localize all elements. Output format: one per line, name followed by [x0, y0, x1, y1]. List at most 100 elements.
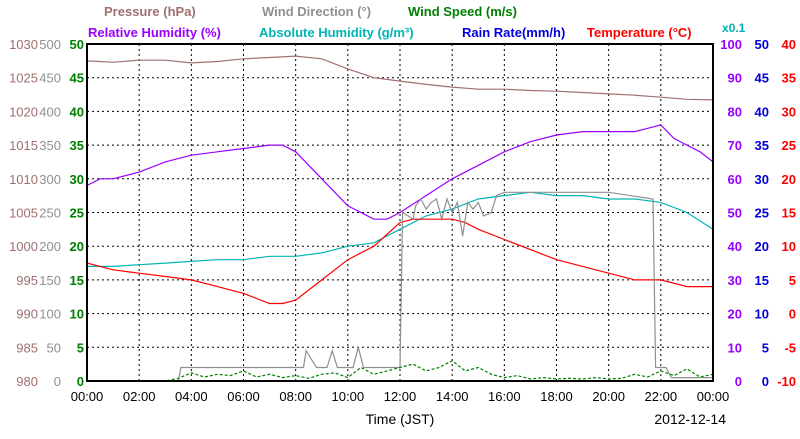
tick-label-pressure: 980 — [16, 374, 38, 389]
series-line-wind_speed — [87, 360, 714, 382]
date-label: 2012-12-14 — [654, 411, 726, 427]
x-tick-label: 14:00 — [436, 389, 469, 404]
tick-label-rain_rate: 15 — [755, 273, 769, 288]
tick-label-wind_speed: 20 — [70, 239, 84, 254]
tick-label-rain_rate: 35 — [755, 138, 769, 153]
tick-label-pressure: 1005 — [9, 206, 38, 221]
x-tick-label: 10:00 — [332, 389, 365, 404]
tick-label-wind_direction: 50 — [47, 340, 61, 355]
tick-label-temperature: 30 — [782, 104, 796, 119]
x-tick-label: 08:00 — [279, 389, 312, 404]
tick-label-wind_speed: 10 — [70, 307, 84, 322]
x-axis-title: Time (JST) — [366, 411, 435, 427]
tick-label-wind_direction: 450 — [39, 71, 61, 86]
x-tick-label: 18:00 — [540, 389, 573, 404]
legend-layer: Pressure (hPa) Wind Direction (°) Wind Spe… — [88, 4, 746, 40]
tick-label-pressure: 990 — [16, 307, 38, 322]
x-tick-label: 06:00 — [227, 389, 260, 404]
tick-label-wind_speed: 45 — [70, 71, 84, 86]
legend-entry: Temperature (°C) — [587, 25, 692, 40]
tick-label-rain_rate: 50 — [755, 37, 769, 52]
tick-label-humidity: 10 — [728, 340, 742, 355]
tick-label-humidity: 20 — [728, 307, 742, 322]
tick-label-pressure: 1010 — [9, 172, 38, 187]
x-tick-label: 00:00 — [71, 389, 104, 404]
tick-label-wind_direction: 250 — [39, 206, 61, 221]
tick-label-pressure: 1025 — [9, 71, 38, 86]
tick-label-rain_rate: 20 — [755, 239, 769, 254]
series-line-pressure — [86, 55, 714, 101]
series-line-humidity — [87, 191, 714, 267]
tick-label-wind_speed: 15 — [70, 273, 84, 288]
tick-label-humidity: 100 — [720, 37, 742, 52]
tick-label-wind_direction: 0 — [54, 374, 61, 389]
tick-label-humidity: 70 — [728, 138, 742, 153]
x-tick-label: 04:00 — [175, 389, 208, 404]
tick-label-temperature: -5 — [784, 340, 796, 355]
tick-label-rain_rate: 25 — [755, 206, 769, 221]
tick-label-pressure: 1015 — [9, 138, 38, 153]
tick-label-humidity: 40 — [728, 239, 742, 254]
tick-label-wind_speed: 50 — [70, 37, 84, 52]
legend-entry: Rain Rate(mm/h) — [462, 25, 565, 40]
axis-layer: 1030102510201015101010051000995990985980… — [9, 37, 796, 427]
tick-label-pressure: 995 — [16, 273, 38, 288]
scale-note: x0.1 — [722, 21, 746, 35]
tick-label-wind_direction: 150 — [39, 273, 61, 288]
tick-label-wind_direction: 300 — [39, 172, 61, 187]
series-line-humidity — [86, 124, 714, 220]
tick-label-humidity: 0 — [735, 374, 742, 389]
series-line-wind_direction — [87, 191, 713, 382]
tick-label-rain_rate: 0 — [762, 374, 769, 389]
tick-label-temperature: -10 — [777, 374, 796, 389]
x-tick-label: 12:00 — [384, 389, 417, 404]
tick-label-temperature: 5 — [789, 273, 796, 288]
x-tick-label: 22:00 — [645, 389, 678, 404]
tick-label-humidity: 30 — [728, 273, 742, 288]
tick-label-humidity: 90 — [728, 71, 742, 86]
series-line-temperature — [86, 218, 713, 305]
tick-label-temperature: 35 — [782, 71, 796, 86]
tick-label-rain_rate: 30 — [755, 172, 769, 187]
tick-label-pressure: 1000 — [9, 239, 38, 254]
tick-label-rain_rate: 45 — [755, 71, 769, 86]
x-tick-label: 02:00 — [123, 389, 156, 404]
tick-label-wind_speed: 30 — [70, 172, 84, 187]
tick-label-temperature: 15 — [782, 206, 796, 221]
tick-label-pressure: 1020 — [9, 104, 38, 119]
tick-label-wind_direction: 200 — [39, 239, 61, 254]
tick-label-wind_speed: 5 — [77, 340, 84, 355]
x-tick-label: 16:00 — [488, 389, 521, 404]
tick-label-humidity: 80 — [728, 104, 742, 119]
legend-entry: Wind Speed (m/s) — [408, 4, 517, 19]
tick-label-pressure: 985 — [16, 340, 38, 355]
x-tick-label: 00:00 — [697, 389, 730, 404]
legend-entry: Absolute Humidity (g/m³) — [259, 25, 414, 40]
tick-label-temperature: 25 — [782, 138, 796, 153]
tick-label-wind_direction: 500 — [39, 37, 61, 52]
x-tick-label: 20:00 — [592, 389, 625, 404]
legend-entry: Wind Direction (°) — [262, 4, 371, 19]
legend-entry: Pressure (hPa) — [104, 4, 196, 19]
grid-layer — [87, 44, 713, 381]
tick-label-rain_rate: 5 — [762, 340, 769, 355]
tick-label-pressure: 1030 — [9, 37, 38, 52]
tick-label-temperature: 20 — [782, 172, 796, 187]
tick-label-wind_speed: 40 — [70, 104, 84, 119]
tick-label-rain_rate: 10 — [755, 307, 769, 322]
tick-label-wind_speed: 35 — [70, 138, 84, 153]
tick-label-wind_speed: 0 — [77, 374, 84, 389]
tick-label-rain_rate: 40 — [755, 104, 769, 119]
tick-label-wind_direction: 100 — [39, 307, 61, 322]
plot-frame — [86, 43, 714, 382]
tick-label-humidity: 60 — [728, 172, 742, 187]
tick-label-temperature: 10 — [782, 239, 796, 254]
tick-label-temperature: 40 — [782, 37, 796, 52]
tick-label-temperature: 0 — [789, 307, 796, 322]
tick-label-wind_direction: 350 — [39, 138, 61, 153]
legend-entry: Relative Humidity (%) — [88, 25, 221, 40]
tick-label-humidity: 50 — [728, 206, 742, 221]
tick-label-wind_speed: 25 — [70, 206, 84, 221]
